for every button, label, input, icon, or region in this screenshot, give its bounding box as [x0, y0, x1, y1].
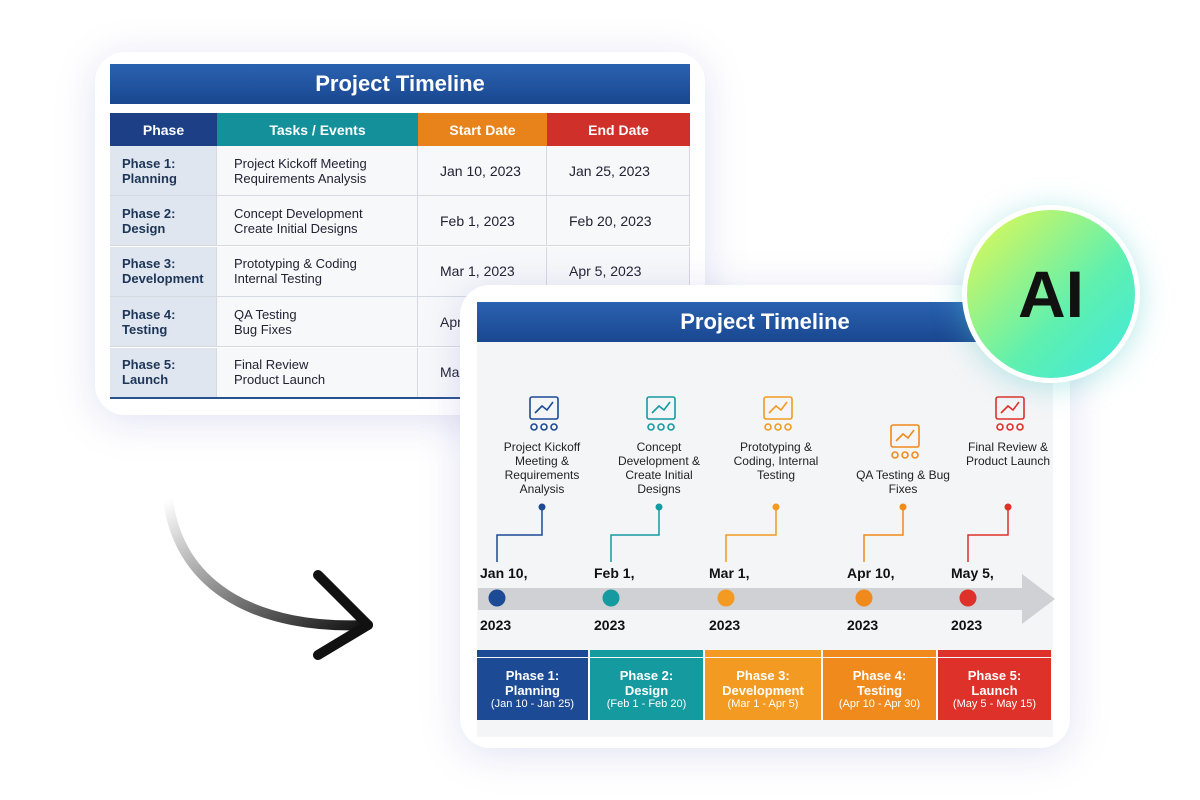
magnifier-check-icon — [890, 424, 920, 459]
phase-cell: Phase 1: Planning — [110, 146, 217, 196]
milestone-date: Mar 1, — [709, 565, 750, 581]
phase-strip — [477, 650, 588, 657]
rocket-icon — [995, 396, 1025, 431]
event-label: Prototyping & Coding, Internal Testing — [733, 440, 819, 482]
phase-strip — [705, 650, 821, 657]
design-monitor-icon — [646, 396, 676, 431]
event-label: QA Testing & Bug Fixes — [856, 468, 950, 496]
timeline-milestone-dot — [855, 589, 873, 607]
phase-cell: Phase 2: Design — [110, 196, 217, 247]
tasks-cell: Concept Development Create Initial Design… — [217, 196, 418, 247]
phase-box: Phase 4: Testing (Apr 10 - Apr 30) — [823, 658, 938, 720]
phase-box: Phase 3: Development (Mar 1 - Apr 5) — [705, 658, 823, 720]
event-connector — [610, 507, 660, 562]
connector-dot — [899, 503, 907, 511]
connector-dot — [772, 503, 780, 511]
milestone-year: 2023 — [594, 617, 626, 633]
phase-strip — [938, 650, 1051, 657]
column-header: Tasks / Events — [217, 113, 418, 146]
timeline-milestone-dot — [602, 589, 620, 607]
tasks-cell: QA Testing Bug Fixes — [217, 297, 418, 348]
connector-dot — [1004, 503, 1012, 511]
milestone-year: 2023 — [709, 617, 741, 633]
phase-cell: Phase 5: Launch — [110, 347, 217, 398]
event-label: Concept Development & Create Initial Des… — [617, 440, 701, 496]
timeline-milestone-dot — [488, 589, 506, 607]
tasks-cell: Final Review Product Launch — [217, 347, 418, 398]
phase-strip — [823, 650, 936, 657]
end-date-cell: Jan 25, 2023 — [547, 146, 690, 196]
phase-strip — [590, 650, 703, 657]
event-label: Project Kickoff Meeting & Requirements A… — [503, 440, 581, 496]
tasks-cell: Prototyping & Coding Internal Testing — [217, 246, 418, 297]
event-connector — [863, 507, 904, 562]
phase-cell: Phase 4: Testing — [110, 297, 217, 348]
code-gear-icon — [763, 396, 793, 431]
column-header: End Date — [547, 113, 690, 146]
event-connector — [967, 507, 1009, 562]
presentation-icon — [529, 396, 559, 431]
start-date-cell: Jan 10, 2023 — [418, 146, 547, 196]
ai-badge: AI — [962, 205, 1140, 383]
timeline-axis-arrow — [478, 574, 1055, 624]
milestone-year: 2023 — [847, 617, 879, 633]
milestone-year: 2023 — [951, 617, 983, 633]
timeline-milestone-dot — [717, 589, 735, 607]
table-bottom-border — [110, 397, 690, 399]
milestone-date: May 5, — [951, 565, 994, 581]
milestone-date: Jan 10, — [480, 565, 528, 581]
timeline-milestone-dot — [959, 589, 977, 607]
phase-box: Phase 5: Launch (May 5 - May 15) — [938, 658, 1053, 720]
table-title: Project Timeline — [110, 64, 690, 104]
phase-box: Phase 2: Design (Feb 1 - Feb 20) — [590, 658, 705, 720]
column-header: Phase — [110, 113, 217, 146]
event-connector — [496, 507, 543, 562]
milestone-date: Feb 1, — [594, 565, 635, 581]
connector-dot — [655, 503, 663, 511]
column-header: Start Date — [418, 113, 547, 146]
phase-box: Phase 1: Planning (Jan 10 - Jan 25) — [477, 658, 590, 720]
event-label: Final Review & Product Launch — [965, 440, 1051, 468]
end-date-cell: Feb 20, 2023 — [547, 196, 690, 247]
start-date-cell: Feb 1, 2023 — [418, 196, 547, 247]
milestone-date: Apr 10, — [847, 565, 895, 581]
milestone-year: 2023 — [480, 617, 512, 633]
tasks-cell: Project Kickoff Meeting Requirements Anal… — [217, 146, 418, 196]
connector-dot — [538, 503, 546, 511]
timeline-title: Project Timeline — [477, 302, 1053, 342]
event-connector — [725, 507, 777, 562]
phase-cell: Phase 3: Development — [110, 246, 217, 297]
